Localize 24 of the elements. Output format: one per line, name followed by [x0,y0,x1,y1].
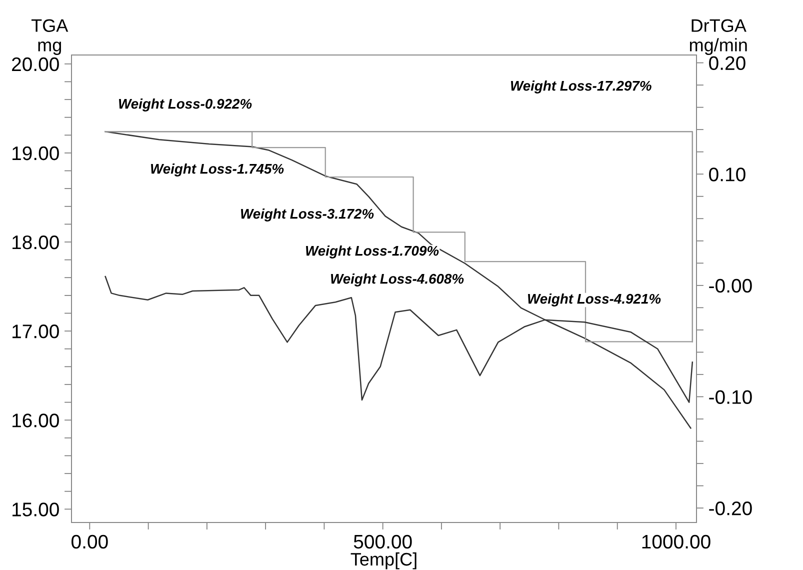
annotation: Weight Loss-1.709% [306,246,439,258]
y2-tick-label: -0.20 [709,502,752,516]
annotation: Weight Loss-4.921% [528,294,661,306]
x-tick-label: 1000.00 [642,534,710,549]
annotation: Weight Loss-1.745% [151,164,284,176]
x-axis-title: Temp[C] [350,552,416,570]
y2-tick-label: 0.20 [709,56,746,70]
annotation: Weight Loss-0.922% [119,98,252,112]
y-tick-label: 15.00 [12,502,59,516]
y2-axis-title: DrTGA mg/min [690,19,747,55]
y2-tick-label: 0.10 [709,168,746,182]
annotation: Weight Loss-3.172% [241,208,374,222]
x-tick-label: 500.00 [354,534,412,549]
annotation: Weight Loss-4.608% [331,274,464,286]
y-tick-label: 18.00 [12,235,59,250]
y-tick-label: 16.00 [12,414,59,428]
y-tick-label: 19.00 [12,146,59,160]
y-axis-title: TGA mg [31,19,68,55]
y-tick-label: 20.00 [12,57,59,72]
y2-tick-label: -0.10 [709,390,752,404]
y-tick-label: 17.00 [12,324,59,338]
x-tick-label: 0.00 [72,534,108,549]
y2-tick-label: -0.00 [709,278,752,293]
annotation: Weight Loss-17.297% [511,80,652,94]
